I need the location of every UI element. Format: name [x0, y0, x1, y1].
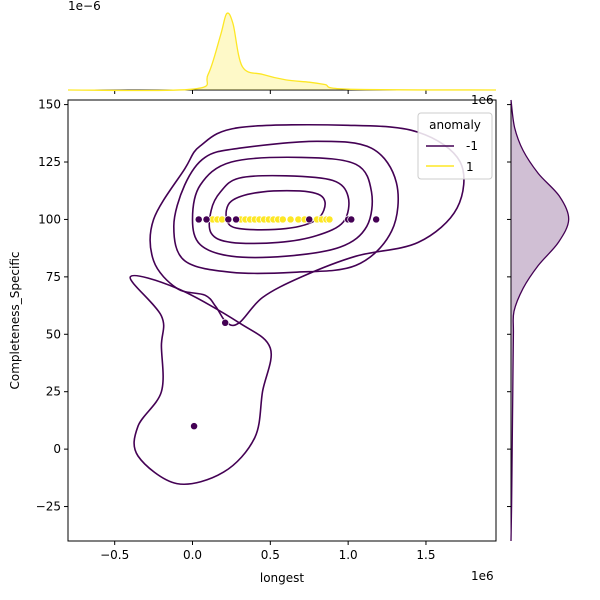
x-axis-label: longest	[260, 571, 305, 585]
legend: anomaly -1 1	[417, 112, 493, 180]
y-tick-label: 125	[38, 155, 61, 169]
point-series--1-2	[224, 215, 233, 224]
kde-contour-outer-lobe	[129, 274, 272, 485]
x-axis-ticks: −0.5 0.0 0.5 1.0 1.5	[100, 541, 436, 562]
kde-contour-1	[208, 174, 350, 245]
kde-contours	[129, 123, 465, 485]
top-marginal-plot	[67, 12, 497, 94]
y-tick-label: 100	[38, 212, 61, 226]
y-tick-label: 150	[38, 98, 61, 112]
y-tick-label: 0	[53, 442, 61, 456]
x-tick-label: −0.5	[100, 548, 129, 562]
right-marginal-kde-fill	[511, 100, 569, 541]
top-marginal-kde-line	[67, 12, 497, 92]
kde-contour-3	[172, 140, 399, 275]
point-series-1-12	[278, 215, 287, 224]
x-tick-label: 0.5	[261, 548, 280, 562]
x-tick-label: 0.0	[183, 548, 202, 562]
x-tick-label: 1.0	[339, 548, 358, 562]
point-series--1-7	[372, 215, 381, 224]
x-tick-label: 1.5	[416, 548, 435, 562]
kde-contour-2	[191, 156, 374, 259]
point-series--1-3	[232, 215, 241, 224]
legend-label-1: 1	[466, 160, 474, 174]
kde-contour-0	[225, 189, 326, 231]
scatter-points	[190, 215, 381, 431]
y-axis-ticks: −25 0 25 50 75 100 125 150	[36, 98, 68, 514]
y-tick-label: −25	[36, 500, 61, 514]
x-offset-text: 1e6	[471, 569, 494, 583]
top-offset-text: 1e−6	[68, 0, 101, 13]
point-series--1-6	[347, 215, 356, 224]
legend-box	[417, 112, 493, 180]
y-tick-label: 75	[46, 270, 61, 284]
legend-label-0: -1	[466, 139, 478, 153]
right-marginal-plot	[507, 99, 570, 542]
y-axis-label: Completeness_Specific	[8, 251, 22, 389]
point-series--1-8	[221, 318, 230, 327]
legend-title: anomaly	[429, 118, 481, 132]
point-series-1-19	[325, 215, 334, 224]
point-series--1-1	[202, 215, 211, 224]
main-plot-frame	[67, 99, 497, 542]
right-marginal-kde-line	[510, 99, 570, 542]
point-series--1-0	[194, 215, 203, 224]
point-series--1-9	[190, 422, 199, 431]
point-series-1-13	[286, 215, 295, 224]
y-tick-label: 50	[46, 327, 61, 341]
point-series--1-4	[305, 215, 314, 224]
y-tick-label: 25	[46, 385, 61, 399]
kde-contour-4	[149, 123, 465, 327]
